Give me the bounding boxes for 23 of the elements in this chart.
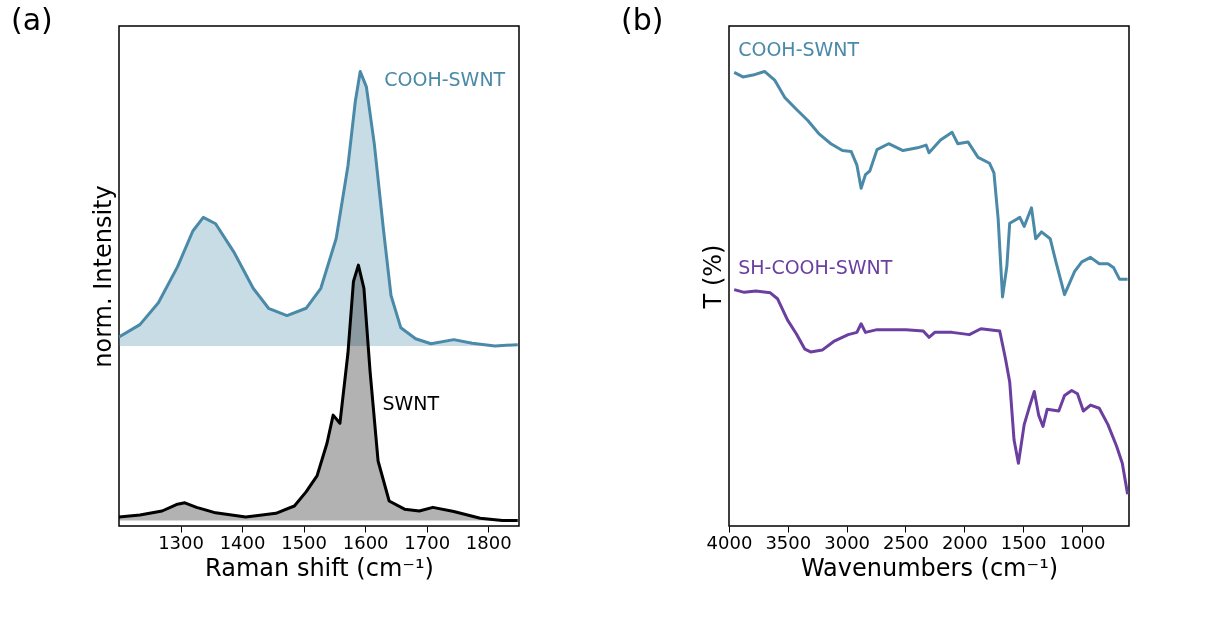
- x-tick-label: 1000: [1059, 531, 1106, 553]
- series-label: COOH-SWNT: [738, 38, 860, 61]
- x-tick-label: 3000: [824, 531, 871, 553]
- series-label: SH-COOH-SWNT: [738, 255, 893, 278]
- series-label: SWNT: [382, 392, 440, 415]
- x-tick-label: 3500: [765, 531, 812, 553]
- x-tick-label: 1500: [281, 531, 328, 553]
- chart-title: (b): [621, 2, 664, 37]
- y-axis-title: T (%): [698, 244, 727, 310]
- x-tick-label: 1400: [219, 531, 266, 553]
- x-tick-label: 1600: [342, 531, 389, 553]
- x-axis-title: Wavenumbers (cm⁻¹): [800, 553, 1059, 582]
- x-tick-label: 1800: [465, 531, 512, 553]
- y-axis-title: norm. Intensity: [88, 185, 117, 368]
- x-tick-label: 2000: [941, 531, 988, 553]
- series-label: COOH-SWNT: [384, 68, 506, 91]
- x-tick-label: 2500: [883, 531, 929, 553]
- x-tick-label: 1700: [404, 531, 451, 553]
- x-tick-label: 1500: [1000, 531, 1047, 553]
- chart-title: (a): [11, 2, 53, 37]
- x-tick-label: 4000: [706, 531, 753, 553]
- x-axis-title: Raman shift (cm⁻¹): [205, 553, 434, 582]
- x-tick-label: 1300: [158, 531, 204, 553]
